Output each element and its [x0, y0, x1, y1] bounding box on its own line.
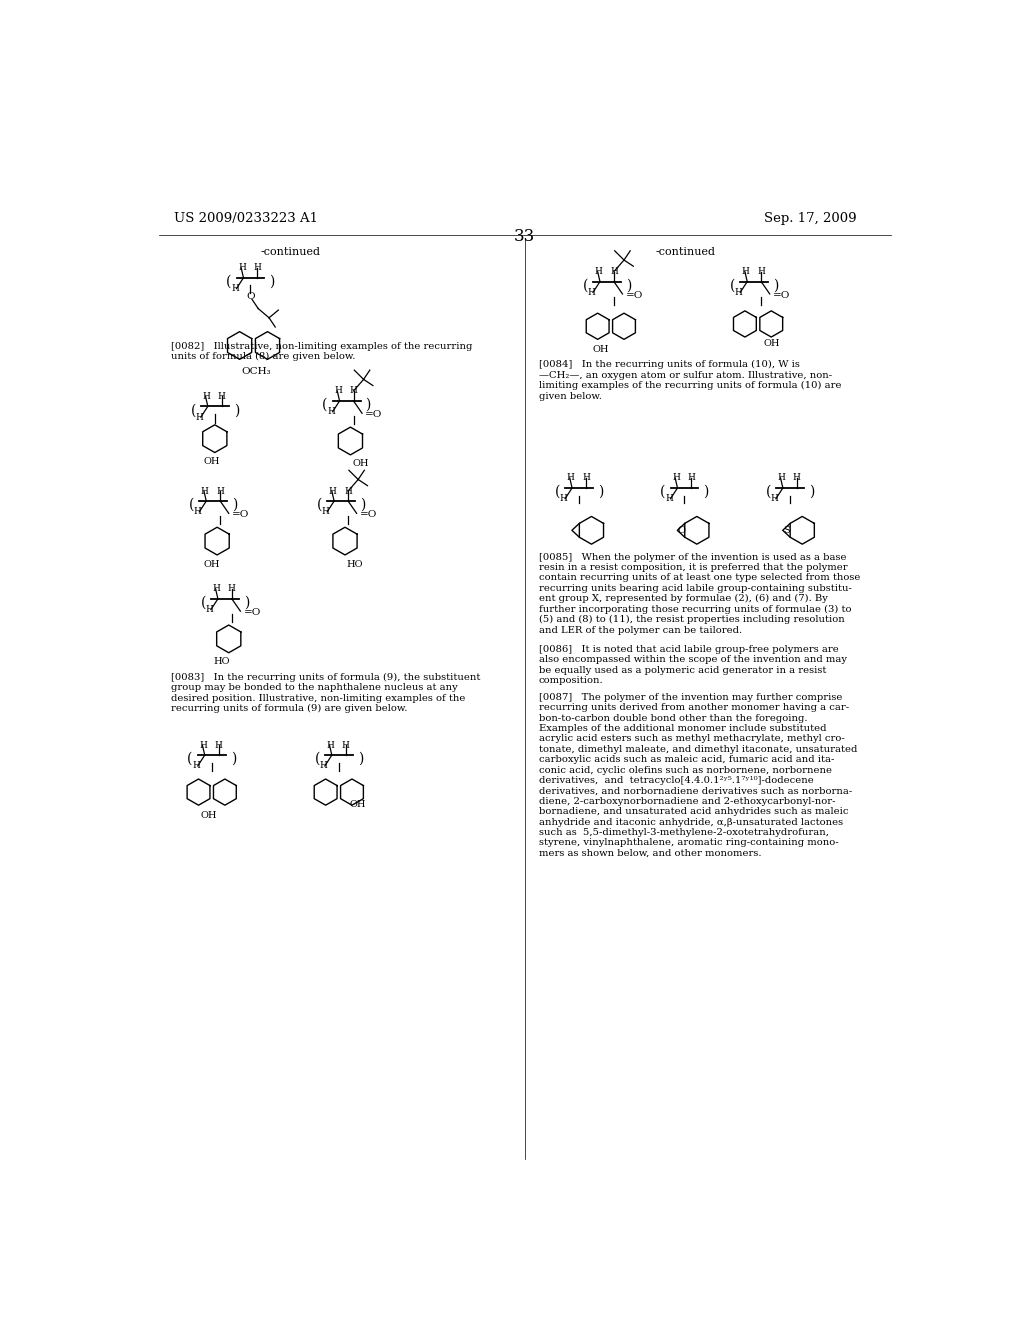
Text: =O: =O [244, 609, 261, 618]
Text: (: ( [555, 484, 560, 499]
Text: H: H [665, 494, 673, 503]
Text: ): ) [773, 279, 778, 293]
Text: ): ) [269, 275, 274, 289]
Text: S: S [783, 525, 791, 535]
Text: H: H [228, 585, 236, 593]
Text: (: ( [660, 484, 666, 499]
Text: =O: =O [366, 411, 383, 420]
Text: H: H [757, 267, 765, 276]
Text: H: H [201, 487, 209, 495]
Text: H: H [218, 392, 225, 401]
Text: (: ( [316, 498, 323, 512]
Text: (: ( [583, 279, 588, 293]
Text: ): ) [626, 279, 632, 293]
Text: H: H [770, 494, 778, 503]
Text: H: H [322, 507, 330, 516]
Text: H: H [559, 494, 567, 503]
Text: H: H [793, 474, 801, 482]
Text: H: H [342, 741, 350, 750]
Text: H: H [200, 741, 207, 750]
Text: H: H [595, 267, 602, 276]
Text: H: H [672, 474, 680, 482]
Text: H: H [741, 267, 750, 276]
Text: OH: OH [352, 459, 369, 469]
Text: HO: HO [347, 560, 364, 569]
Text: H: H [254, 263, 261, 272]
Text: (: ( [314, 752, 319, 766]
Text: =O: =O [626, 290, 643, 300]
Text: (: ( [188, 498, 195, 512]
Text: (: ( [187, 752, 193, 766]
Text: Sep. 17, 2009: Sep. 17, 2009 [764, 213, 856, 226]
Text: O: O [678, 525, 685, 535]
Text: ): ) [244, 595, 249, 610]
Text: H: H [215, 741, 222, 750]
Text: H: H [610, 267, 617, 276]
Text: (: ( [766, 484, 771, 499]
Text: OH: OH [763, 339, 779, 348]
Text: H: H [194, 507, 202, 516]
Text: [0085]   When the polymer of the invention is used as a base
resin in a resist c: [0085] When the polymer of the invention… [539, 553, 860, 635]
Text: -continued: -continued [656, 247, 716, 257]
Text: ): ) [598, 484, 603, 499]
Text: =O: =O [773, 290, 791, 300]
Text: H: H [327, 741, 334, 750]
Text: [0087]   The polymer of the invention may further comprise
recurring units deriv: [0087] The polymer of the invention may … [539, 693, 857, 858]
Text: (: ( [201, 595, 206, 610]
Text: H: H [777, 474, 785, 482]
Text: H: H [196, 413, 203, 421]
Text: H: H [212, 585, 220, 593]
Text: O: O [246, 292, 255, 301]
Text: ): ) [233, 403, 240, 417]
Text: H: H [344, 487, 352, 495]
Text: ): ) [809, 484, 814, 499]
Text: =O: =O [359, 511, 377, 519]
Text: OH: OH [593, 345, 609, 354]
Text: OH: OH [349, 800, 366, 809]
Text: (: ( [730, 279, 735, 293]
Text: OCH₃: OCH₃ [242, 367, 271, 376]
Text: H: H [329, 487, 337, 495]
Text: OH: OH [201, 810, 217, 820]
Text: ): ) [366, 397, 371, 412]
Text: H: H [588, 288, 595, 297]
Text: H: H [334, 387, 342, 396]
Text: H: H [193, 762, 200, 771]
Text: ): ) [230, 752, 237, 766]
Text: H: H [206, 605, 213, 614]
Text: H: H [566, 474, 574, 482]
Text: H: H [203, 392, 210, 401]
Text: H: H [327, 408, 335, 416]
Text: [0084]   In the recurring units of formula (10), W is
—CH₂—, an oxygen atom or s: [0084] In the recurring units of formula… [539, 360, 842, 400]
Text: OH: OH [204, 560, 220, 569]
Text: US 2009/0233223 A1: US 2009/0233223 A1 [174, 213, 318, 226]
Text: 33: 33 [514, 227, 536, 244]
Text: H: H [582, 474, 590, 482]
Text: H: H [319, 762, 328, 771]
Text: H: H [231, 284, 239, 293]
Text: ): ) [703, 484, 709, 499]
Text: H: H [735, 288, 742, 297]
Text: ): ) [360, 498, 366, 512]
Text: ): ) [357, 752, 364, 766]
Text: H: H [238, 263, 246, 272]
Text: =O: =O [231, 511, 249, 519]
Text: (: ( [190, 403, 196, 417]
Text: HO: HO [214, 657, 230, 667]
Text: H: H [216, 487, 224, 495]
Text: OH: OH [204, 457, 220, 466]
Text: [0082]   Illustrative, non-limiting examples of the recurring
units of formula (: [0082] Illustrative, non-limiting exampl… [171, 342, 472, 362]
Text: (: ( [226, 275, 231, 289]
Text: [0083]   In the recurring units of formula (9), the substituent
group may be bon: [0083] In the recurring units of formula… [171, 673, 480, 713]
Text: [0086]   It is noted that acid labile group-free polymers are
also encompassed w: [0086] It is noted that acid labile grou… [539, 645, 847, 685]
Text: -continued: -continued [261, 247, 321, 257]
Text: ): ) [232, 498, 238, 512]
Text: H: H [349, 387, 357, 396]
Text: H: H [687, 474, 695, 482]
Text: (: ( [323, 397, 328, 412]
